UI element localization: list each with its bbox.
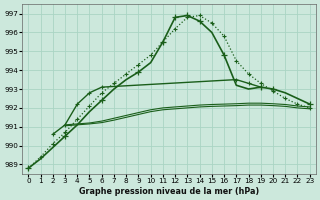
X-axis label: Graphe pression niveau de la mer (hPa): Graphe pression niveau de la mer (hPa) <box>79 187 259 196</box>
